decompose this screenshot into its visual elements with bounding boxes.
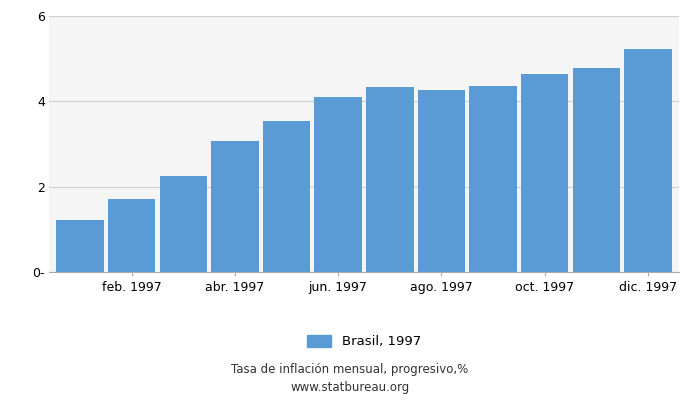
- Bar: [366, 87, 414, 272]
- Bar: [624, 49, 672, 272]
- Bar: [262, 121, 310, 272]
- Bar: [521, 74, 568, 272]
- Bar: [160, 176, 207, 272]
- Bar: [573, 68, 620, 272]
- Bar: [418, 90, 466, 272]
- Bar: [211, 141, 259, 272]
- Bar: [108, 199, 155, 272]
- Legend: Brasil, 1997: Brasil, 1997: [307, 335, 421, 348]
- Bar: [314, 98, 362, 272]
- Text: Tasa de inflación mensual, progresivo,%: Tasa de inflación mensual, progresivo,%: [232, 364, 468, 376]
- Bar: [469, 86, 517, 272]
- Bar: [56, 220, 104, 272]
- Text: www.statbureau.org: www.statbureau.org: [290, 382, 410, 394]
